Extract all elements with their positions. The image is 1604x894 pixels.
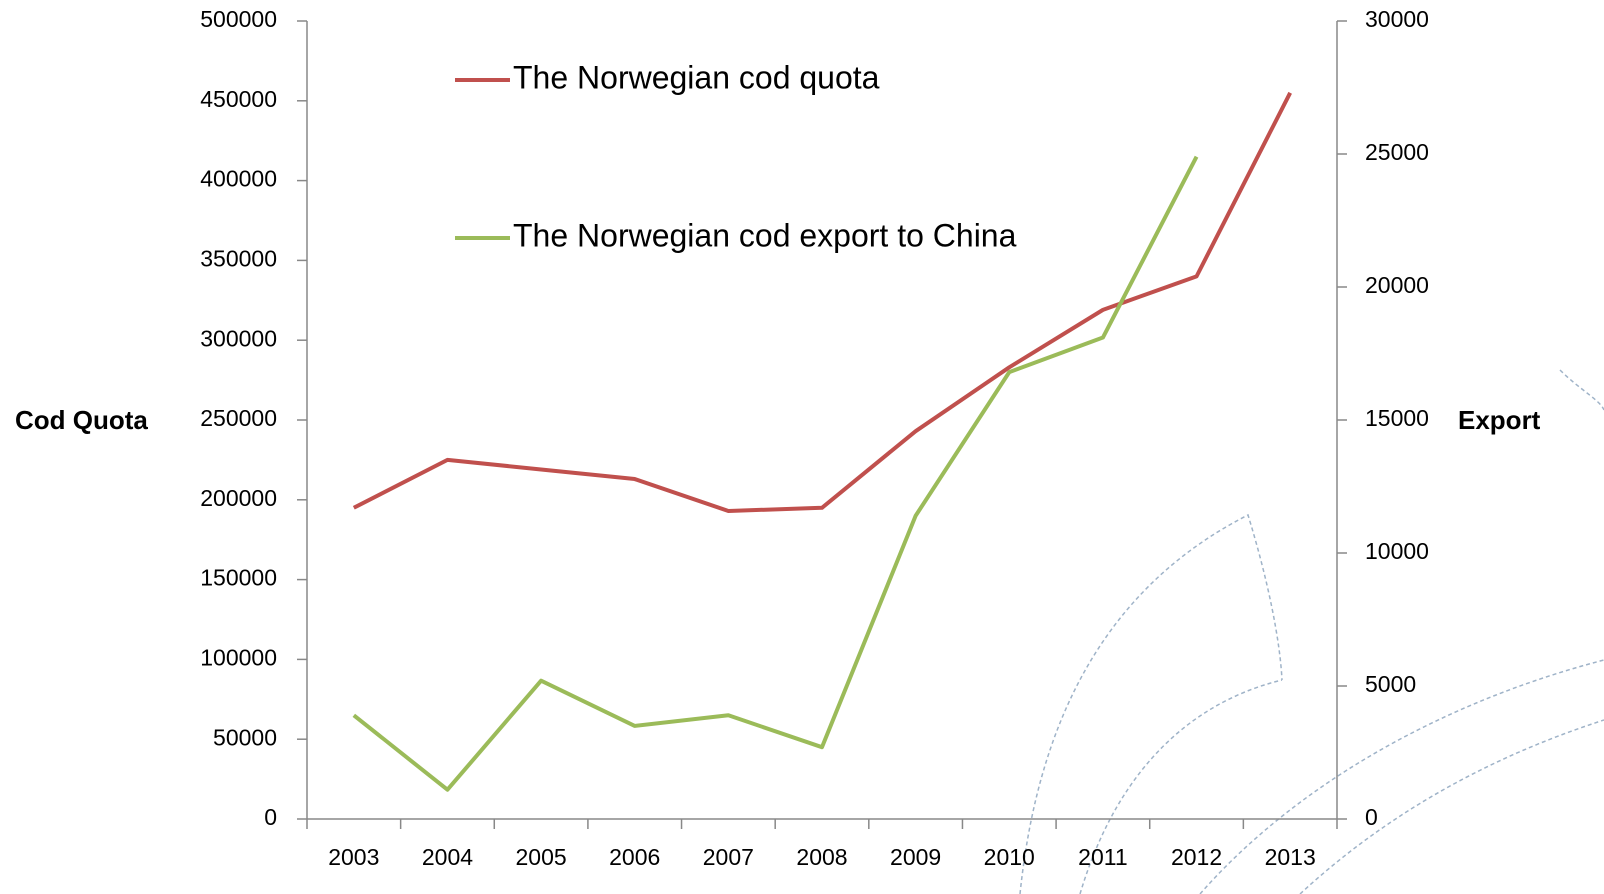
y-tick-label: 400000 (200, 166, 277, 192)
series-line (352, 91, 1292, 513)
y-tick-label: 150000 (200, 565, 277, 591)
y2-tick-label: 20000 (1365, 272, 1429, 298)
legend-label: The Norwegian cod export to China (513, 217, 1017, 253)
y-tick-label: 350000 (200, 245, 277, 271)
x-tick-label: 2005 (516, 844, 567, 870)
y-tick-label: 100000 (200, 644, 277, 670)
y2-tick-label: 15000 (1365, 405, 1429, 431)
x-tick-label: 2004 (422, 844, 473, 870)
x-tick-label: 2006 (609, 844, 660, 870)
series-line (352, 155, 1199, 792)
x-tick-label: 2012 (1171, 844, 1222, 870)
x-tick-label: 2013 (1265, 844, 1316, 870)
y2-tick-label: 25000 (1365, 139, 1429, 165)
y-tick-label: 450000 (200, 86, 277, 112)
y-tick-label: 300000 (200, 325, 277, 351)
background-decoration (1019, 369, 1604, 894)
y2-axis-title: Export (1458, 405, 1541, 435)
y-tick-label: 250000 (200, 405, 277, 431)
y2-tick-label: 10000 (1365, 538, 1429, 564)
x-tick-label: 2003 (328, 844, 379, 870)
y-tick-label: 200000 (200, 485, 277, 511)
legend-label: The Norwegian cod quota (513, 59, 880, 95)
y-tick-label: 50000 (213, 724, 277, 750)
y-tick-label: 0 (264, 804, 277, 830)
y2-tick-label: 5000 (1365, 671, 1416, 697)
x-tick-label: 2010 (984, 844, 1035, 870)
x-tick-label: 2009 (890, 844, 941, 870)
y2-tick-label: 30000 (1365, 6, 1429, 32)
y2-tick-label: 0 (1365, 804, 1378, 830)
x-tick-label: 2008 (796, 844, 847, 870)
y-axis-title: Cod Quota (15, 405, 148, 435)
y-tick-label: 500000 (200, 6, 277, 32)
x-tick-label: 2011 (1078, 844, 1127, 870)
x-tick-label: 2007 (703, 844, 754, 870)
